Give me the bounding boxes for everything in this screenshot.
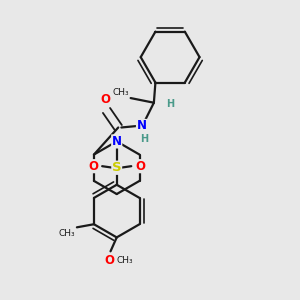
Text: CH₃: CH₃ [117,256,133,265]
Text: N: N [112,135,122,148]
Text: N: N [136,119,146,132]
Text: CH₃: CH₃ [112,88,129,97]
Text: CH₃: CH₃ [59,229,75,238]
Text: O: O [135,160,145,173]
Text: O: O [88,160,98,173]
Text: H: H [166,99,174,109]
Text: O: O [100,93,110,106]
Text: H: H [140,134,148,144]
Text: S: S [112,161,122,174]
Text: O: O [104,254,114,267]
